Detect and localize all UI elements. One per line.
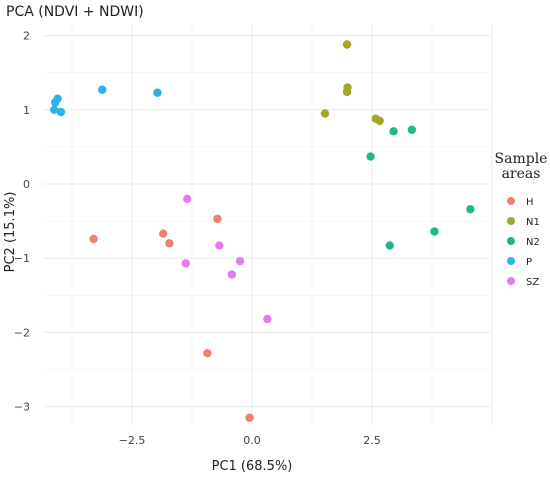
- x-tick-label: 2.5: [363, 434, 381, 447]
- legend-key-n1: [507, 217, 515, 225]
- point-p: [50, 105, 59, 115]
- grid: [44, 24, 493, 425]
- y-tick-label: −1: [14, 252, 30, 265]
- point-h: [89, 234, 98, 244]
- y-tick-labels: 2 1 0 −1 −2 −3: [14, 30, 30, 414]
- legend-label-n2: N2: [526, 237, 540, 248]
- y-tick-label: −3: [14, 401, 30, 414]
- point-h: [213, 214, 222, 224]
- legend-key-n2: [507, 237, 515, 245]
- point-p: [51, 98, 60, 107]
- point-sz: [181, 259, 190, 268]
- data-points: [50, 40, 475, 422]
- x-tick-label: 0.0: [243, 434, 261, 447]
- legend-title: areas: [502, 166, 541, 182]
- x-tick-label: −2.5: [119, 434, 146, 447]
- point-h: [245, 413, 254, 422]
- point-h: [203, 348, 212, 358]
- point-n1: [320, 109, 330, 118]
- y-tick-label: −2: [14, 326, 30, 339]
- point-h: [165, 239, 174, 248]
- legend-key-p: [507, 257, 515, 265]
- point-n2: [385, 241, 394, 250]
- point-p: [56, 107, 66, 117]
- y-tick-label: 1: [23, 104, 30, 117]
- point-p: [98, 85, 107, 94]
- legend-label-sz: SZ: [526, 277, 539, 288]
- point-n2: [407, 125, 417, 135]
- y-tick-label: 2: [23, 30, 30, 43]
- point-h: [159, 229, 168, 238]
- legend-label-p: P: [526, 257, 532, 268]
- point-sz: [235, 256, 245, 266]
- x-tick-labels: −2.5 0.0 2.5: [119, 434, 381, 447]
- y-axis-label: PC2 (15.1%): [3, 192, 18, 273]
- point-n2: [389, 127, 398, 136]
- point-n2: [366, 152, 375, 161]
- point-sz: [183, 194, 192, 204]
- point-sz: [263, 314, 272, 324]
- point-n1: [342, 40, 352, 49]
- chart-title: PCA (NDVI + NDWI): [6, 4, 144, 20]
- point-n1: [375, 116, 384, 126]
- point-n1: [342, 87, 352, 97]
- point-n2: [430, 227, 439, 236]
- point-sz: [215, 241, 224, 250]
- legend-key-h: [507, 197, 515, 205]
- legend-key-sz: [507, 277, 515, 285]
- legend-label-h: H: [526, 197, 534, 208]
- point-sz: [227, 270, 237, 279]
- point-p: [153, 88, 162, 97]
- y-tick-label: 0: [23, 178, 30, 191]
- legend-title: Sample: [495, 151, 548, 167]
- point-n2: [466, 205, 475, 214]
- x-axis-label: PC1 (68.5%): [212, 459, 293, 474]
- legend-label-n1: N1: [526, 217, 540, 228]
